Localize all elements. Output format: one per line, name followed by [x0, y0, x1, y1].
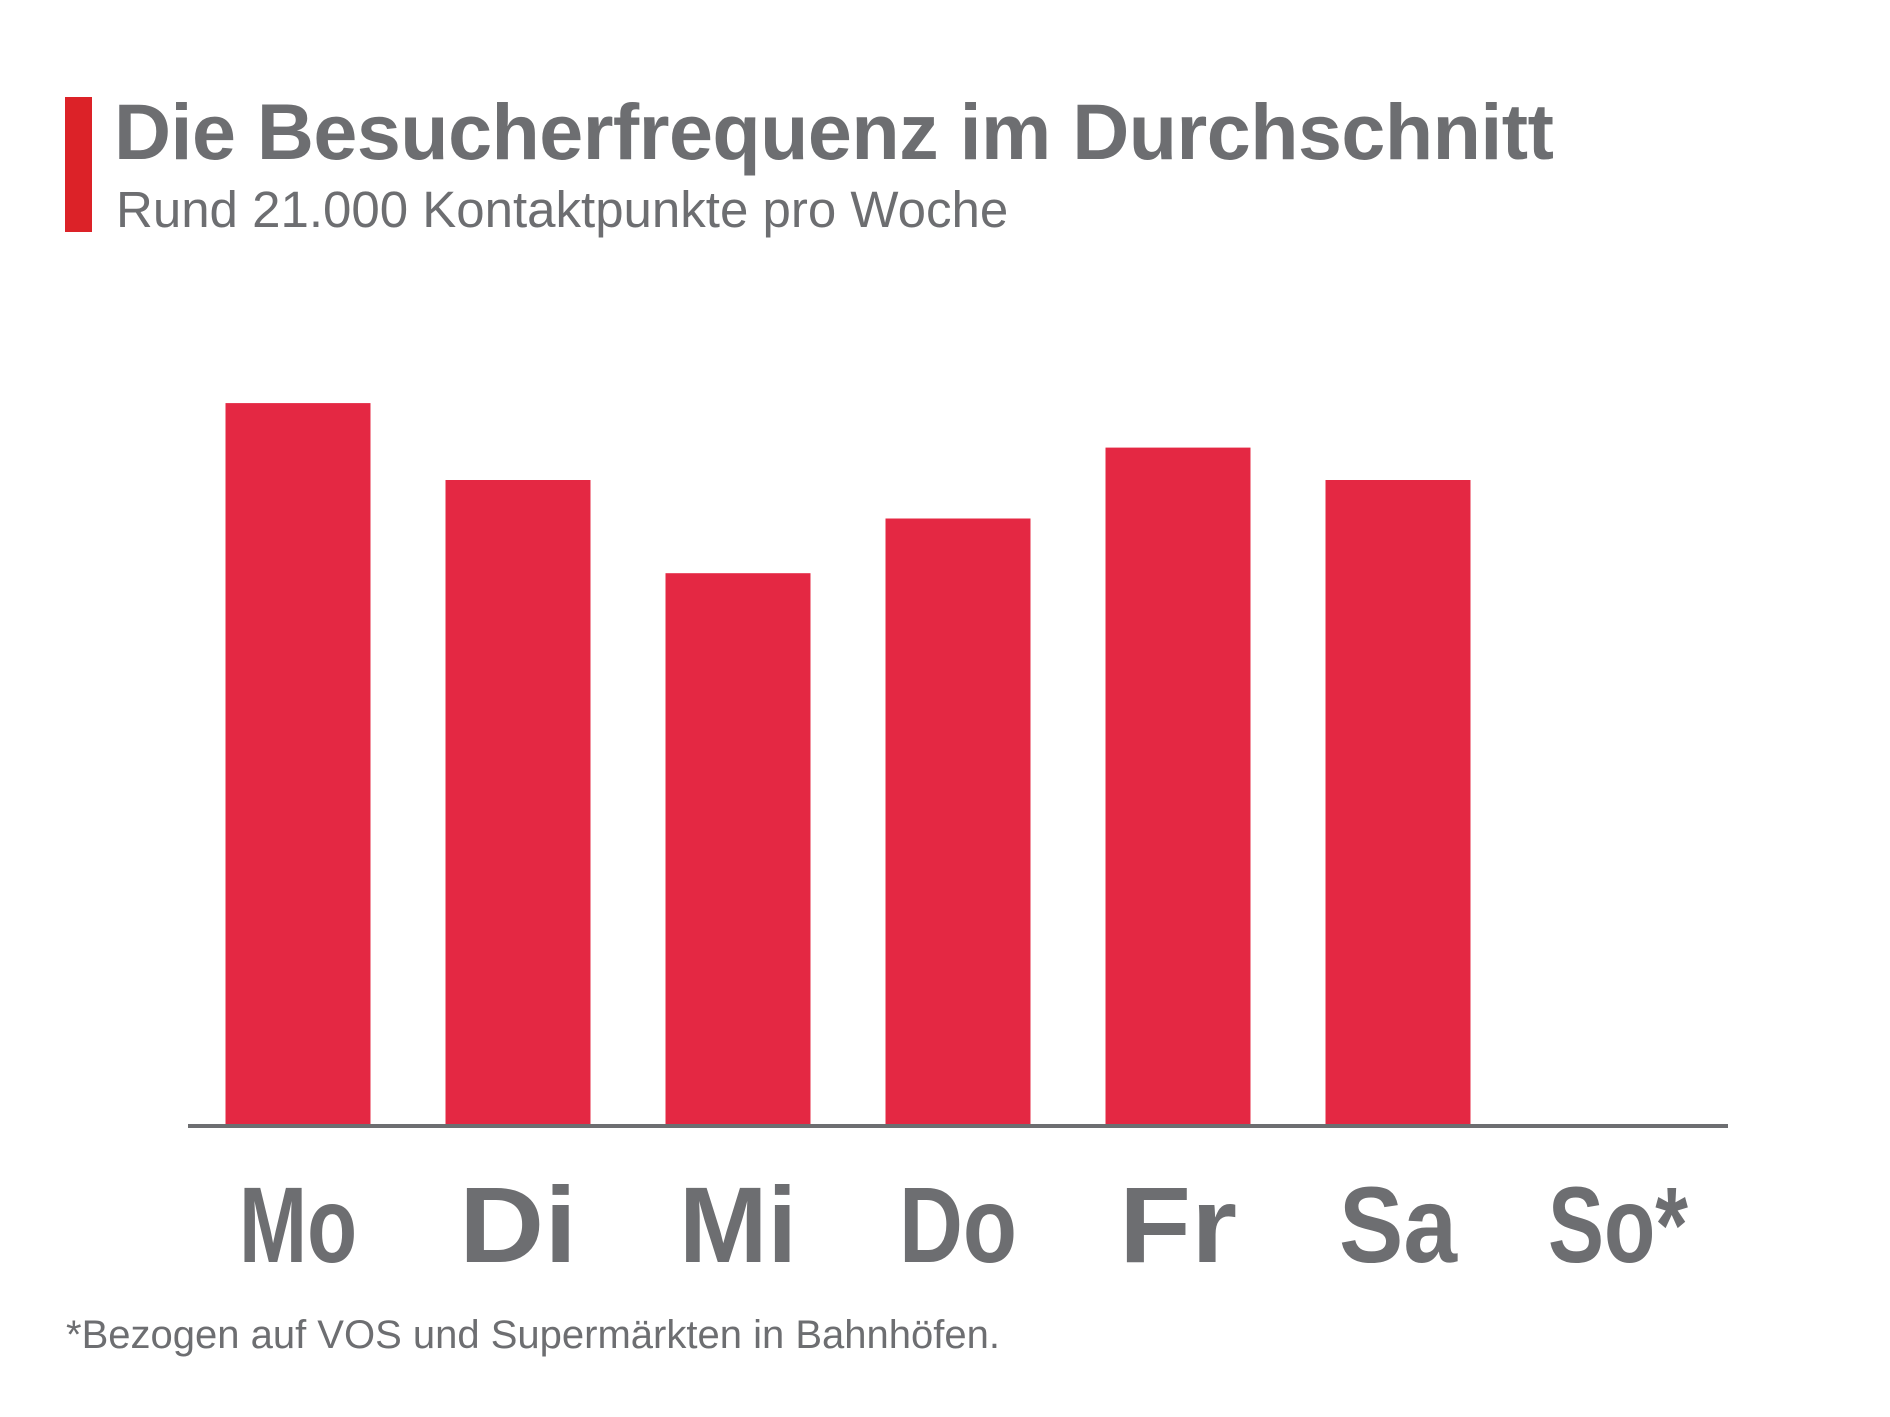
page-subtitle: Rund 21.000 Kontaktpunkte pro Woche	[116, 181, 1009, 238]
x-tick-label-di: Di	[459, 1164, 577, 1285]
x-tick-label-mo: Mo	[239, 1164, 357, 1285]
x-tick-label-mi: Mi	[679, 1164, 797, 1285]
footnote: *Bezogen auf VOS und Supermärkten in Bah…	[66, 1313, 1000, 1357]
x-tick-label-sa: Sa	[1339, 1164, 1458, 1285]
bar-do	[885, 518, 1031, 1124]
bars-group	[225, 403, 1471, 1125]
bar-mi	[665, 573, 811, 1124]
bar-mo	[225, 403, 371, 1125]
title-accent-bar	[65, 97, 92, 232]
x-tick-labels: Mo Di Mi Do Fr Sa So*	[239, 1164, 1688, 1285]
x-tick-label-do: Do	[899, 1164, 1017, 1285]
bar-sa	[1325, 480, 1471, 1124]
x-tick-label-fr: Fr	[1119, 1164, 1237, 1285]
bar-fr	[1105, 447, 1251, 1125]
page-title: Die Besucherfrequenz im Durchschnitt	[114, 87, 1554, 176]
x-tick-label-so: So*	[1548, 1164, 1688, 1285]
bar-di	[445, 480, 591, 1124]
